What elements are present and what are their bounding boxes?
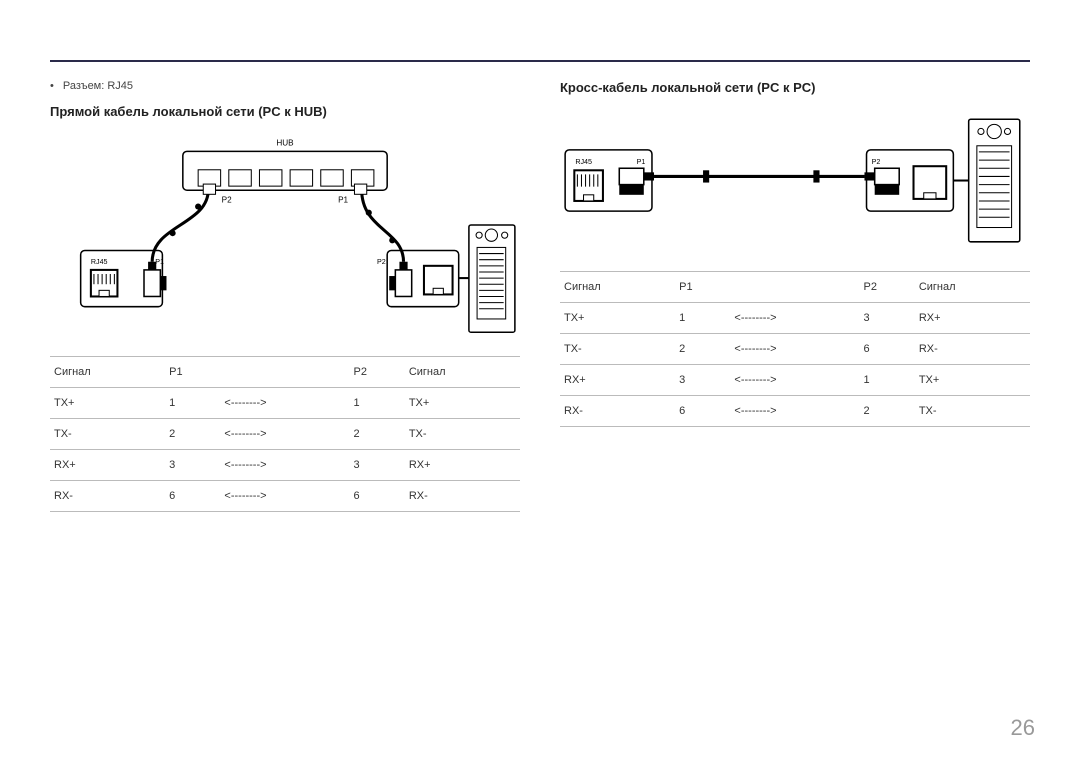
table-cell: RX+ xyxy=(560,365,675,396)
diagram-pc-to-pc: RJ45 P1 P2 xyxy=(560,109,1030,252)
table-cell: <--------> xyxy=(730,303,859,334)
table-row: TX+1<-------->3RX+ xyxy=(560,303,1030,334)
right-pin-table: Сигнал P1 P2 Сигнал TX+1<-------->3RX+TX… xyxy=(560,271,1030,427)
table-header-row: Сигнал P1 P2 Сигнал xyxy=(50,357,520,388)
table-row: RX-6<-------->6RX- xyxy=(50,481,520,512)
th: P1 xyxy=(675,272,730,303)
table-cell: <--------> xyxy=(220,481,349,512)
table-cell: <--------> xyxy=(220,450,349,481)
right-column: Кросс-кабель локальной сети (PC к PC) RJ… xyxy=(560,80,1030,512)
table-cell: 6 xyxy=(675,396,730,427)
table-cell: 3 xyxy=(165,450,220,481)
columns: Разъем: RJ45 Прямой кабель локальной сет… xyxy=(50,80,1030,512)
table-row: TX+1<-------->1TX+ xyxy=(50,388,520,419)
table-cell: <--------> xyxy=(220,419,349,450)
table-row: RX+3<-------->1TX+ xyxy=(560,365,1030,396)
table-cell: 6 xyxy=(860,334,915,365)
th: Сигнал xyxy=(405,357,520,388)
connector-bullet: Разъем: RJ45 xyxy=(50,80,520,92)
table-cell: TX+ xyxy=(915,365,1030,396)
table-cell: 6 xyxy=(350,481,405,512)
table-cell: TX+ xyxy=(405,388,520,419)
table-cell: 3 xyxy=(675,365,730,396)
table-cell: 2 xyxy=(675,334,730,365)
table-cell: RX- xyxy=(915,334,1030,365)
table-row: RX+3<-------->3RX+ xyxy=(50,450,520,481)
table-cell: 2 xyxy=(350,419,405,450)
table-cell: RX+ xyxy=(915,303,1030,334)
page: Разъем: RJ45 Прямой кабель локальной сет… xyxy=(0,0,1080,552)
table-cell: <--------> xyxy=(730,396,859,427)
p2-label-right-diagram: P2 xyxy=(872,158,881,166)
table-cell: <--------> xyxy=(220,388,349,419)
table-cell: <--------> xyxy=(730,365,859,396)
table-row: TX-2<-------->6RX- xyxy=(560,334,1030,365)
right-section-title: Кросс-кабель локальной сети (PC к PC) xyxy=(560,80,1030,95)
table-cell: RX+ xyxy=(50,450,165,481)
table-cell: TX- xyxy=(50,419,165,450)
th: P2 xyxy=(350,357,405,388)
p1-top-label: P1 xyxy=(338,195,348,204)
left-pin-table: Сигнал P1 P2 Сигнал TX+1<-------->1TX+TX… xyxy=(50,356,520,512)
hub-label: HUB xyxy=(276,138,294,147)
table-cell: RX- xyxy=(560,396,675,427)
table-cell: RX+ xyxy=(405,450,520,481)
table-cell: 3 xyxy=(350,450,405,481)
table-cell: 1 xyxy=(860,365,915,396)
table-cell: TX- xyxy=(405,419,520,450)
table-row: TX-2<-------->2TX- xyxy=(50,419,520,450)
th: Сигнал xyxy=(560,272,675,303)
table-cell: TX- xyxy=(915,396,1030,427)
th xyxy=(730,272,859,303)
rj45-label-right-diagram: RJ45 xyxy=(575,158,592,166)
table-row: RX-6<-------->2TX- xyxy=(560,396,1030,427)
th: P1 xyxy=(165,357,220,388)
th: Сигнал xyxy=(915,272,1030,303)
rj45-label-left: RJ45 xyxy=(91,258,108,266)
table-cell: 1 xyxy=(165,388,220,419)
top-rule xyxy=(50,60,1030,62)
table-cell: <--------> xyxy=(730,334,859,365)
table-cell: TX+ xyxy=(50,388,165,419)
table-cell: 6 xyxy=(165,481,220,512)
table-cell: 3 xyxy=(860,303,915,334)
table-cell: TX- xyxy=(560,334,675,365)
table-header-row: Сигнал P1 P2 Сигнал xyxy=(560,272,1030,303)
diagram-pc-to-hub: HUB P2 P1 RJ45 P1 xyxy=(50,133,520,337)
th: Сигнал xyxy=(50,357,165,388)
table-cell: RX- xyxy=(405,481,520,512)
th: P2 xyxy=(860,272,915,303)
p1-label-left: P1 xyxy=(155,258,164,266)
table-cell: TX+ xyxy=(560,303,675,334)
table-cell: 2 xyxy=(860,396,915,427)
page-number: 26 xyxy=(1011,715,1035,741)
p2-label-right: P2 xyxy=(377,258,386,266)
table-cell: RX- xyxy=(50,481,165,512)
left-column: Разъем: RJ45 Прямой кабель локальной сет… xyxy=(50,80,520,512)
p1-label-right-diagram: P1 xyxy=(637,158,646,166)
table-cell: 1 xyxy=(675,303,730,334)
table-cell: 1 xyxy=(350,388,405,419)
table-cell: 2 xyxy=(165,419,220,450)
th xyxy=(220,357,349,388)
p2-top-label: P2 xyxy=(222,195,232,204)
left-section-title: Прямой кабель локальной сети (PC к HUB) xyxy=(50,104,520,119)
